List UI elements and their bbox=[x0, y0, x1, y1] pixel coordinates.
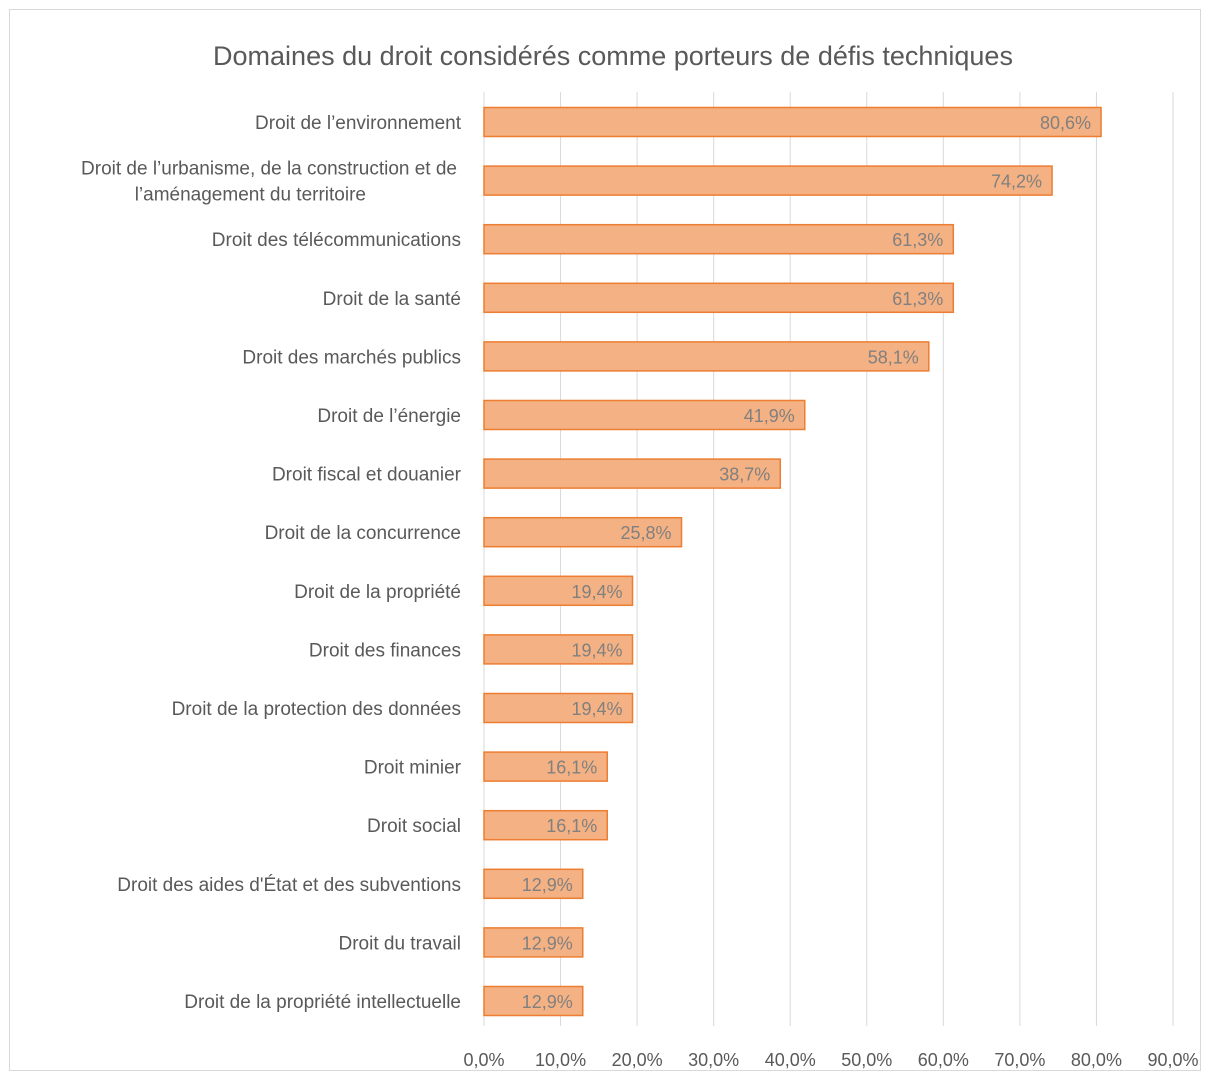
category-label: Droit fiscal et douanier bbox=[272, 465, 462, 486]
bar bbox=[483, 692, 634, 724]
x-tick-label: 60,0% bbox=[918, 1050, 969, 1070]
bar bbox=[483, 399, 806, 431]
data-label: 58,1% bbox=[868, 347, 919, 367]
category-label: Droit de la propriété intellectuelle bbox=[184, 992, 461, 1013]
data-label: 16,1% bbox=[546, 816, 597, 836]
data-label: 80,6% bbox=[1040, 113, 1091, 133]
data-label: 19,4% bbox=[571, 582, 622, 602]
category-label: Droit minier bbox=[364, 758, 462, 779]
x-tick-label: 0,0% bbox=[463, 1050, 504, 1070]
data-label: 38,7% bbox=[719, 465, 770, 485]
bar bbox=[483, 985, 584, 1017]
bar bbox=[483, 927, 584, 958]
x-tick-label: 90,0% bbox=[1147, 1050, 1198, 1070]
data-label: 12,9% bbox=[522, 933, 573, 953]
category-label: Droit de l’énergie bbox=[317, 406, 461, 427]
category-label: Droit de la concurrence bbox=[265, 523, 461, 544]
category-label: Droit de l’environnement bbox=[255, 113, 462, 134]
x-axis-ticks: 0,0% 10,0% 20,0% 30,0% 40,0% 50,0% 60,0% 70,0% 8… bbox=[463, 1050, 1198, 1070]
category-label: Droit de la propriété bbox=[294, 582, 461, 603]
bar bbox=[483, 634, 634, 665]
data-label: 61,3% bbox=[892, 289, 943, 309]
data-label: 25,8% bbox=[620, 523, 671, 543]
category-label: Droit des télécommunications bbox=[212, 230, 461, 251]
category-labels: Droit de l’environnement Droit de l’urban… bbox=[81, 113, 462, 1013]
x-tick-label: 80,0% bbox=[1071, 1050, 1122, 1070]
data-label: 41,9% bbox=[744, 406, 795, 426]
x-tick-label: 30,0% bbox=[688, 1050, 739, 1070]
category-label: Droit de la santé bbox=[323, 289, 461, 310]
category-label: Droit du travail bbox=[339, 933, 462, 954]
data-label: 61,3% bbox=[892, 230, 943, 250]
category-label: Droit de l’urbanisme, de la construction… bbox=[81, 159, 457, 180]
bar bbox=[483, 341, 930, 372]
data-label: 19,4% bbox=[571, 699, 622, 719]
bar bbox=[483, 809, 609, 841]
category-label: Droit des aides d'État et des subvention… bbox=[117, 875, 461, 896]
category-label: l’aménagement du territoire bbox=[135, 185, 366, 206]
data-label: 12,9% bbox=[522, 875, 573, 895]
bar bbox=[483, 458, 782, 489]
x-tick-label: 50,0% bbox=[841, 1050, 892, 1070]
bar bbox=[483, 751, 609, 782]
bar bbox=[483, 223, 955, 255]
bar bbox=[483, 516, 683, 548]
data-labels: 80,6% 74,2% 61,3% 61,3% 58,1% 41,9% 38,7% 25,8%… bbox=[522, 113, 1091, 1012]
data-label: 16,1% bbox=[546, 758, 597, 778]
chart-title: Domaines du droit considérés comme porte… bbox=[213, 41, 1013, 71]
data-label: 19,4% bbox=[571, 640, 622, 660]
bar bbox=[483, 575, 634, 607]
bar bbox=[483, 868, 584, 900]
bar bbox=[483, 106, 1102, 138]
bars bbox=[483, 106, 1102, 1017]
x-tick-label: 10,0% bbox=[535, 1050, 586, 1070]
data-label: 12,9% bbox=[522, 992, 573, 1012]
category-label: Droit des marchés publics bbox=[242, 347, 461, 368]
category-label: Droit de la protection des données bbox=[172, 699, 461, 720]
bar bbox=[483, 165, 1053, 196]
x-tick-label: 70,0% bbox=[994, 1050, 1045, 1070]
data-label: 74,2% bbox=[991, 172, 1042, 192]
bar bbox=[483, 282, 955, 314]
x-tick-label: 40,0% bbox=[765, 1050, 816, 1070]
x-tick-label: 20,0% bbox=[612, 1050, 663, 1070]
category-label: Droit social bbox=[367, 816, 461, 837]
category-label: Droit des finances bbox=[309, 640, 461, 661]
